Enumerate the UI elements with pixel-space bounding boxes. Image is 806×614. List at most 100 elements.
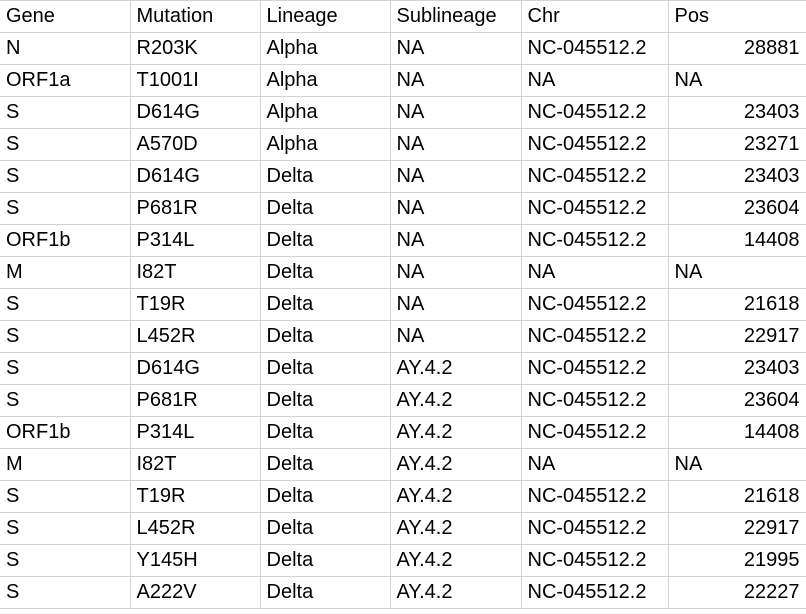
cell-lineage[interactable]: Delta (260, 512, 391, 545)
cell-mutation[interactable]: T1001I (130, 64, 261, 97)
cell-pos[interactable]: 23604 (668, 192, 806, 225)
cell-sublineage[interactable]: NA (390, 64, 522, 97)
cell-chr[interactable]: NC-045512.2 (521, 288, 669, 321)
cell-pos[interactable]: 23403 (668, 352, 806, 385)
cell-gene[interactable]: N (0, 32, 131, 65)
cell-pos[interactable]: 22917 (668, 512, 806, 545)
cell-sublineage[interactable]: NA (390, 192, 522, 225)
cell-sublineage[interactable]: AY.4.2 (390, 544, 522, 577)
cell-gene[interactable]: ORF1a (0, 64, 131, 97)
header-cell-lineage[interactable]: Lineage (260, 0, 391, 33)
cell-gene[interactable]: S (0, 576, 131, 609)
cell-gene[interactable]: S (0, 512, 131, 545)
cell-gene[interactable]: S (0, 96, 131, 129)
cell-gene[interactable]: S (0, 480, 131, 513)
cell-sublineage[interactable]: AY.4.2 (390, 448, 522, 481)
cell-chr[interactable]: NC-045512.2 (521, 192, 669, 225)
cell-lineage[interactable]: Delta (260, 160, 391, 193)
cell-mutation[interactable]: P314L (130, 224, 261, 257)
cell-mutation[interactable]: A222V (130, 576, 261, 609)
cell-lineage[interactable]: Delta (260, 224, 391, 257)
cell-sublineage[interactable]: AY.4.2 (390, 480, 522, 513)
cell-chr[interactable]: NC-045512.2 (521, 224, 669, 257)
cell-gene[interactable]: S (0, 128, 131, 161)
cell-chr[interactable]: NC-045512.2 (521, 96, 669, 129)
cell-sublineage[interactable]: AY.4.2 (390, 576, 522, 609)
cell-chr[interactable]: NC-045512.2 (521, 384, 669, 417)
cell-sublineage[interactable]: NA (390, 96, 522, 129)
header-cell-pos[interactable]: Pos (668, 0, 806, 33)
cell-chr[interactable]: NC-045512.2 (521, 512, 669, 545)
cell-lineage[interactable]: Delta (260, 352, 391, 385)
cell-chr[interactable]: NC-045512.2 (521, 128, 669, 161)
cell-pos[interactable]: 14408 (668, 224, 806, 257)
cell-mutation[interactable]: P314L (130, 416, 261, 449)
cell-mutation[interactable]: D614G (130, 160, 261, 193)
cell-sublineage[interactable]: AY.4.2 (390, 384, 522, 417)
cell-gene[interactable]: ORF1b (0, 224, 131, 257)
cell-mutation[interactable]: D614G (130, 96, 261, 129)
cell-lineage[interactable]: Alpha (260, 96, 391, 129)
cell-mutation[interactable]: D614G (130, 352, 261, 385)
cell-sublineage[interactable]: NA (390, 224, 522, 257)
cell-pos[interactable]: NA (668, 448, 806, 481)
cell-mutation[interactable]: A570D (130, 128, 261, 161)
cell-lineage[interactable]: Delta (260, 480, 391, 513)
cell-mutation[interactable]: I82T (130, 448, 261, 481)
cell-pos[interactable]: 21618 (668, 288, 806, 321)
cell-gene[interactable]: M (0, 448, 131, 481)
cell-gene[interactable]: S (0, 544, 131, 577)
cell-sublineage[interactable]: NA (390, 128, 522, 161)
cell-mutation[interactable]: P681R (130, 192, 261, 225)
cell-mutation[interactable]: R203K (130, 32, 261, 65)
cell-lineage[interactable]: Delta (260, 288, 391, 321)
cell-pos[interactable]: 21995 (668, 544, 806, 577)
header-cell-sublineage[interactable]: Sublineage (390, 0, 522, 33)
cell-pos[interactable]: NA (668, 64, 806, 97)
cell-chr[interactable]: NA (521, 64, 669, 97)
cell-gene[interactable]: S (0, 320, 131, 353)
cell-chr[interactable]: NA (521, 448, 669, 481)
cell-chr[interactable]: NC-045512.2 (521, 352, 669, 385)
cell-mutation[interactable]: L452R (130, 320, 261, 353)
cell-pos[interactable]: 23271 (668, 128, 806, 161)
cell-pos[interactable]: 23403 (668, 96, 806, 129)
cell-pos[interactable]: NA (668, 256, 806, 289)
cell-sublineage[interactable]: AY.4.2 (390, 352, 522, 385)
header-cell-gene[interactable]: Gene (0, 0, 131, 33)
header-cell-chr[interactable]: Chr (521, 0, 669, 33)
cell-chr[interactable]: NC-045512.2 (521, 576, 669, 609)
cell-pos[interactable]: 22227 (668, 576, 806, 609)
cell-mutation[interactable]: Y145H (130, 544, 261, 577)
cell-lineage[interactable]: Delta (260, 416, 391, 449)
cell-lineage[interactable]: Delta (260, 256, 391, 289)
cell-gene[interactable]: S (0, 192, 131, 225)
cell-mutation[interactable]: T19R (130, 480, 261, 513)
cell-mutation[interactable]: L452R (130, 512, 261, 545)
cell-sublineage[interactable]: NA (390, 256, 522, 289)
cell-lineage[interactable]: Delta (260, 576, 391, 609)
cell-pos[interactable]: 23403 (668, 160, 806, 193)
cell-sublineage[interactable]: NA (390, 32, 522, 65)
cell-gene[interactable]: S (0, 160, 131, 193)
cell-chr[interactable]: NC-045512.2 (521, 32, 669, 65)
cell-gene[interactable]: ORF1b (0, 416, 131, 449)
cell-sublineage[interactable]: NA (390, 160, 522, 193)
cell-lineage[interactable]: Alpha (260, 128, 391, 161)
cell-mutation[interactable]: P681R (130, 384, 261, 417)
cell-lineage[interactable]: Delta (260, 544, 391, 577)
cell-lineage[interactable]: Delta (260, 320, 391, 353)
cell-gene[interactable]: S (0, 384, 131, 417)
cell-pos[interactable]: 28881 (668, 32, 806, 65)
cell-lineage[interactable]: Delta (260, 448, 391, 481)
cell-pos[interactable]: 22917 (668, 320, 806, 353)
cell-chr[interactable]: NC-045512.2 (521, 544, 669, 577)
cell-sublineage[interactable]: NA (390, 288, 522, 321)
cell-gene[interactable]: M (0, 256, 131, 289)
cell-sublineage[interactable]: NA (390, 320, 522, 353)
cell-lineage[interactable]: Alpha (260, 64, 391, 97)
cell-pos[interactable]: 14408 (668, 416, 806, 449)
cell-chr[interactable]: NC-045512.2 (521, 320, 669, 353)
cell-lineage[interactable]: Delta (260, 384, 391, 417)
cell-lineage[interactable]: Alpha (260, 32, 391, 65)
